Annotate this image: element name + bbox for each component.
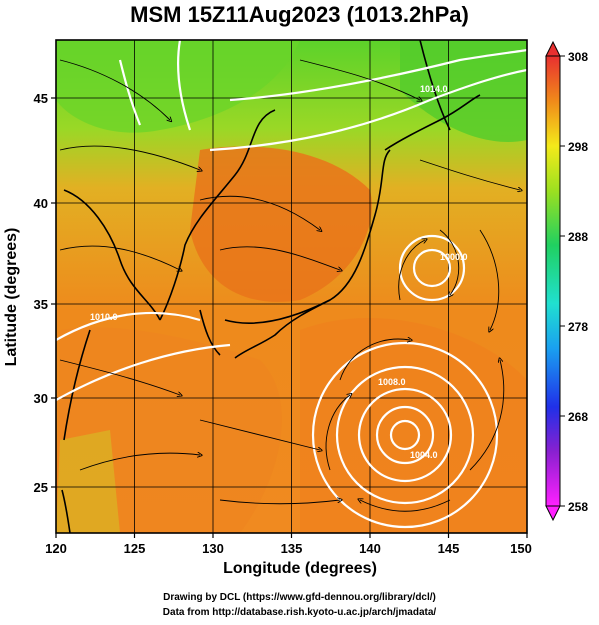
y-tick-label: 35 bbox=[34, 297, 48, 312]
contour-labels: 1010.0 1014.0 1008.0 1004.0 1000.0 bbox=[90, 84, 468, 460]
map-title: MSM 15Z11Aug2023 (1013.2hPa) bbox=[130, 2, 469, 27]
field-layer: 1010.0 1014.0 1008.0 1004.0 1000.0 bbox=[56, 40, 527, 533]
contour-label: 1004.0 bbox=[410, 450, 438, 460]
y-tick-label: 25 bbox=[34, 480, 48, 495]
coastlines bbox=[61, 40, 481, 533]
x-axis-label: Longitude (degrees) bbox=[223, 560, 377, 577]
x-tick-label: 135 bbox=[281, 541, 303, 556]
colorbar-tick: 258 bbox=[568, 500, 588, 514]
colorbar-tick: 298 bbox=[568, 140, 588, 154]
graticule bbox=[56, 40, 527, 533]
y-tick-label: 30 bbox=[34, 391, 48, 406]
colorbar-max-arrow bbox=[545, 40, 561, 57]
y-axis-label: Latitude (degrees) bbox=[3, 227, 20, 367]
x-tick-label: 140 bbox=[359, 541, 381, 556]
colorbar-tick: 268 bbox=[568, 410, 588, 424]
credit-drawing: Drawing by DCL (https://www.gfd-dennou.o… bbox=[163, 592, 436, 603]
contour-label: 1014.0 bbox=[420, 84, 448, 94]
colorbar-min-arrow bbox=[545, 505, 561, 522]
x-tick-label: 150 bbox=[510, 541, 532, 556]
credit-data: Data from http://database.rish.kyoto-u.a… bbox=[162, 607, 437, 618]
tick-marks bbox=[51, 97, 528, 538]
colorbar: 308 298 288 278 268 258 bbox=[545, 40, 588, 522]
x-tick-label: 125 bbox=[124, 541, 146, 556]
contour-label: 1000.0 bbox=[440, 252, 468, 262]
colorbar-tick: 278 bbox=[568, 320, 588, 334]
y-tick-label: 45 bbox=[34, 91, 48, 106]
contour-label: 1010.0 bbox=[90, 312, 118, 322]
streamlines bbox=[59, 59, 520, 512]
y-tick-labels: 25 30 35 40 45 bbox=[34, 91, 48, 495]
isobars bbox=[56, 40, 527, 529]
x-tick-label: 130 bbox=[202, 541, 224, 556]
x-tick-label: 120 bbox=[45, 541, 67, 556]
y-tick-label: 40 bbox=[34, 196, 48, 211]
x-tick-labels: 120 125 130 135 140 145 150 bbox=[45, 541, 532, 556]
colorbar-tick: 288 bbox=[568, 230, 588, 244]
contour-label: 1008.0 bbox=[378, 377, 406, 387]
colorbar-tick: 308 bbox=[568, 50, 588, 64]
x-tick-label: 145 bbox=[438, 541, 460, 556]
